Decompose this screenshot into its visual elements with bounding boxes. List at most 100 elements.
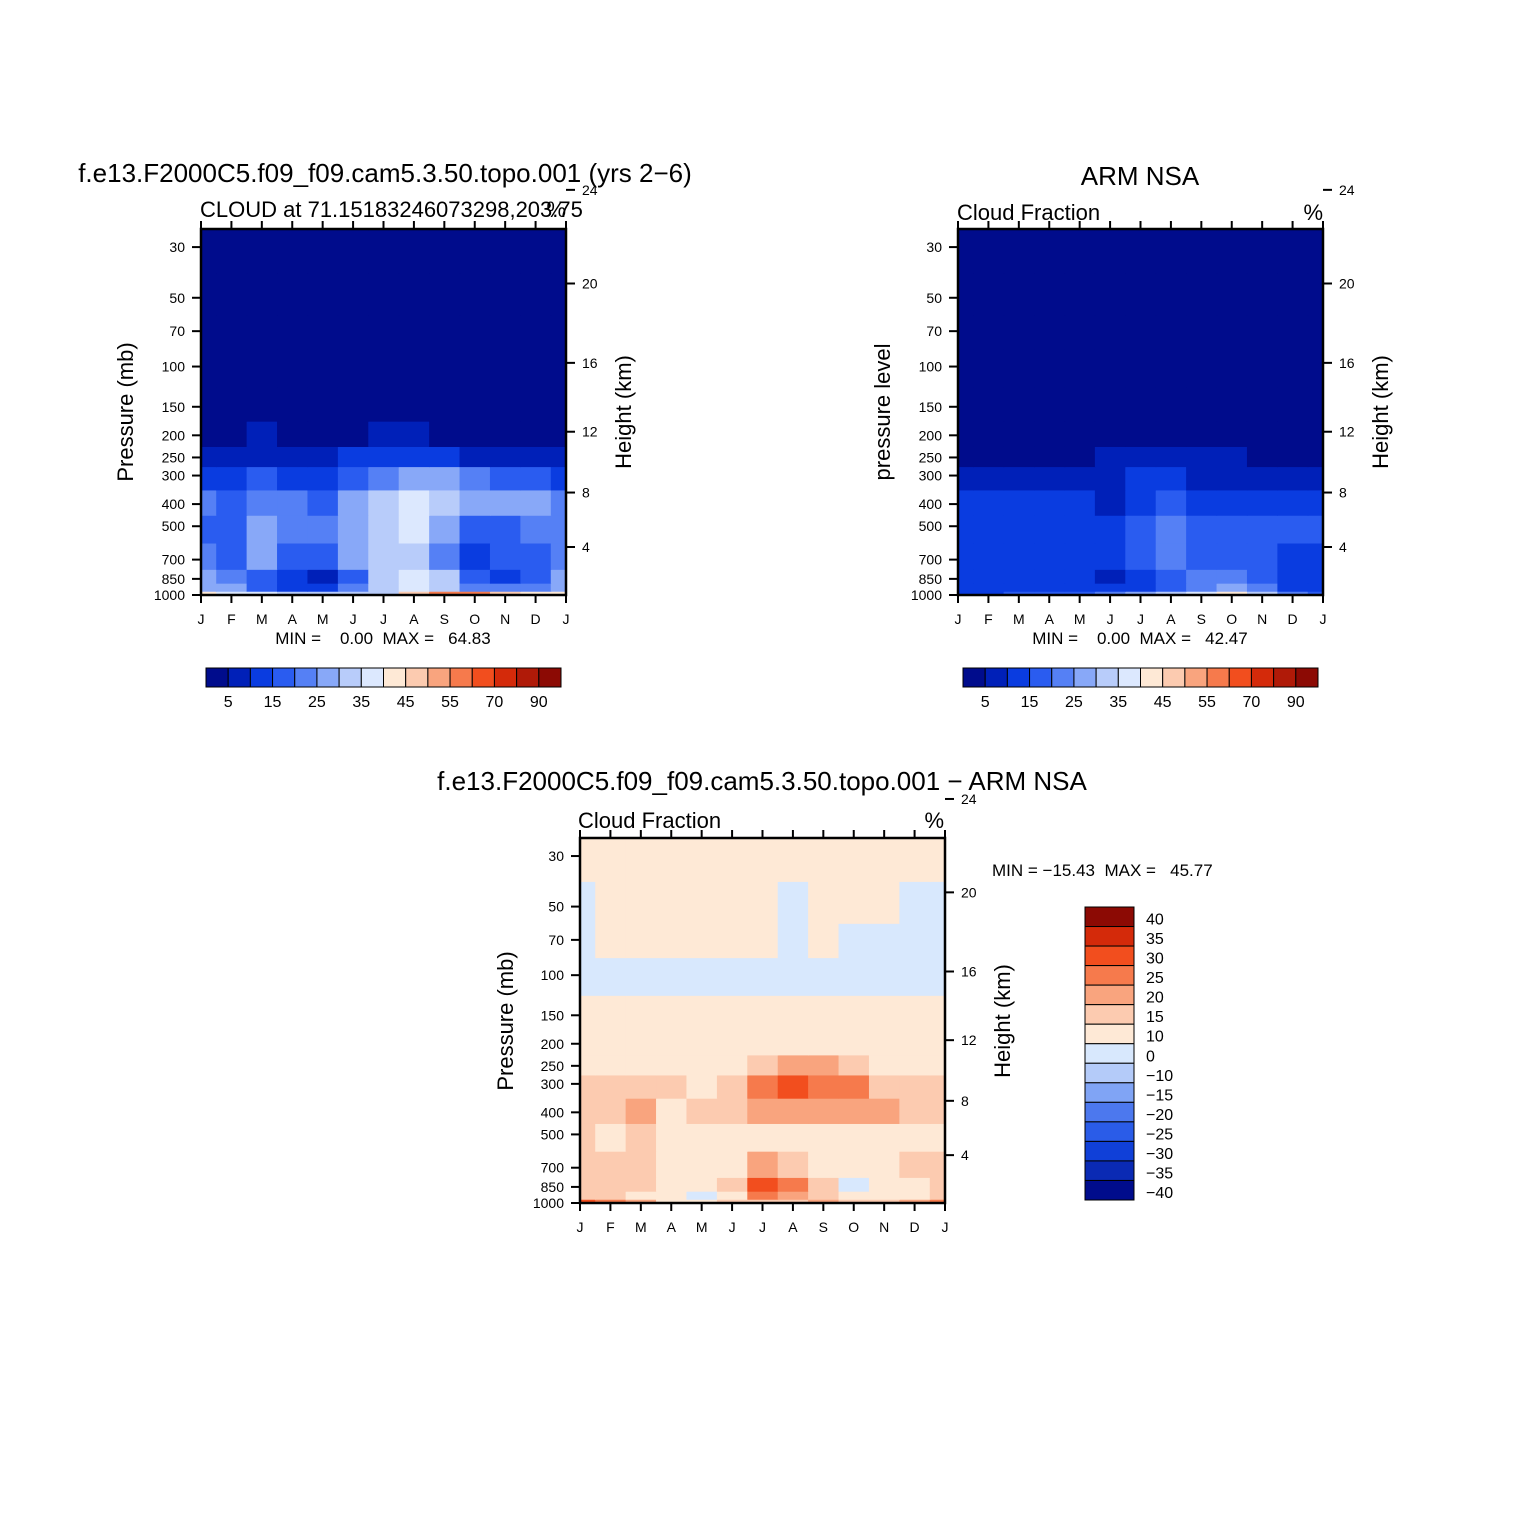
heatmap-cell bbox=[307, 515, 339, 544]
heatmap-cell bbox=[429, 542, 461, 570]
colorbar-label: 35 bbox=[1109, 694, 1127, 711]
heatmap-cell bbox=[307, 421, 339, 447]
heatmap-cell bbox=[1246, 515, 1278, 544]
colorbar-swatch bbox=[1095, 667, 1119, 688]
heatmap-cell bbox=[808, 957, 840, 996]
colorbar-swatch bbox=[493, 667, 518, 688]
heatmap-cell bbox=[1003, 446, 1035, 468]
panel-model-ylabel: Pressure (mb) bbox=[113, 342, 138, 481]
heatmap-cell bbox=[716, 1074, 748, 1099]
heatmap-cell bbox=[1064, 466, 1096, 491]
heatmap-cell bbox=[368, 314, 400, 350]
heatmap-cell bbox=[716, 957, 748, 996]
x-tick-label: M bbox=[635, 1219, 647, 1235]
heatmap-cell bbox=[1246, 314, 1278, 350]
heatmap-cell bbox=[838, 1123, 870, 1152]
heatmap-cell bbox=[1186, 583, 1218, 592]
heatmap-cell bbox=[337, 229, 369, 274]
x-tick-label: M bbox=[317, 611, 329, 627]
heatmap-cell bbox=[808, 1098, 840, 1124]
heatmap-cell bbox=[307, 489, 339, 516]
heatmap-cell bbox=[1155, 314, 1187, 350]
colorbar-label: −10 bbox=[1146, 1068, 1173, 1085]
heatmap-cell bbox=[595, 995, 627, 1031]
x-tick-label: M bbox=[696, 1219, 708, 1235]
heatmap-cell bbox=[777, 1151, 809, 1178]
heatmap-cell bbox=[747, 1123, 779, 1152]
heatmap-cell bbox=[1277, 489, 1309, 516]
heatmap-cell bbox=[1094, 515, 1126, 544]
heatmap-cell bbox=[899, 923, 931, 959]
heatmap-cell bbox=[1034, 489, 1066, 516]
heatmap-cell bbox=[838, 881, 870, 924]
colorbar-label: −35 bbox=[1146, 1165, 1173, 1182]
heatmap-cell bbox=[489, 591, 521, 595]
heatmap-cell bbox=[808, 923, 840, 959]
heatmap-cell bbox=[550, 229, 566, 274]
heatmap-cell bbox=[899, 881, 931, 924]
colorbar-swatch bbox=[1084, 1023, 1135, 1045]
heatmap-cell bbox=[777, 957, 809, 996]
heatmap-cell bbox=[337, 591, 369, 595]
x-tick-label: N bbox=[879, 1219, 889, 1235]
heatmap-cell bbox=[459, 542, 491, 570]
colorbar-label: 15 bbox=[1146, 1009, 1164, 1026]
heatmap-cell bbox=[368, 466, 400, 491]
y-tick-label: 200 bbox=[162, 427, 186, 443]
heatmap-cell bbox=[958, 489, 974, 516]
heatmap-cell bbox=[958, 466, 974, 491]
heatmap-cell bbox=[625, 1074, 657, 1099]
heatmap-cell bbox=[1277, 421, 1309, 447]
y-tick-label: 500 bbox=[541, 1126, 565, 1142]
colorbar-swatch bbox=[1250, 667, 1275, 688]
heatmap-cell bbox=[1094, 386, 1126, 422]
panel-obs-y2label: Height (km) bbox=[1368, 355, 1393, 469]
heatmap-cell bbox=[686, 1054, 718, 1076]
heatmap-cell bbox=[595, 838, 627, 882]
heatmap-cell bbox=[246, 386, 278, 422]
heatmap-cell bbox=[337, 515, 369, 544]
heatmap-cell bbox=[216, 386, 248, 422]
heatmap-cell bbox=[958, 591, 974, 595]
colorbar-label: −15 bbox=[1146, 1087, 1173, 1104]
panel-diff-y2label: Height (km) bbox=[990, 964, 1015, 1078]
heatmap-cell bbox=[1003, 229, 1035, 274]
heatmap-cell bbox=[1003, 272, 1035, 316]
heatmap-cell bbox=[929, 1199, 945, 1203]
heatmap-cell bbox=[520, 386, 552, 422]
heatmap-cell bbox=[929, 881, 945, 924]
heatmap-cell bbox=[929, 1029, 945, 1056]
heatmap-cell bbox=[216, 515, 248, 544]
y-tick-label: 850 bbox=[919, 571, 943, 587]
heatmap-cell bbox=[398, 348, 430, 388]
heatmap-cell bbox=[595, 1054, 627, 1076]
heatmap-cell bbox=[838, 995, 870, 1031]
x-tick-label: J bbox=[1107, 611, 1114, 627]
heatmap-cell bbox=[777, 1074, 809, 1099]
heatmap-cell bbox=[899, 838, 931, 882]
heatmap-cell bbox=[520, 583, 552, 592]
heatmap-cell bbox=[973, 348, 1005, 388]
heatmap-cell bbox=[1155, 386, 1187, 422]
heatmap-cell bbox=[838, 1054, 870, 1076]
heatmap-cell bbox=[716, 995, 748, 1031]
heatmap-cell bbox=[459, 583, 491, 592]
y2-tick-label: 4 bbox=[961, 1147, 969, 1163]
colorbar-swatch bbox=[249, 667, 274, 688]
heatmap-cell bbox=[1246, 466, 1278, 491]
heatmap-cell bbox=[459, 591, 491, 595]
heatmap-cell bbox=[1125, 515, 1157, 544]
heatmap-cell bbox=[868, 1199, 900, 1203]
heatmap-cell bbox=[1155, 542, 1187, 570]
heatmap-cell bbox=[580, 1177, 596, 1192]
heatmap-cell bbox=[277, 348, 309, 388]
heatmap-cell bbox=[1307, 489, 1323, 516]
colorbar-swatch bbox=[1084, 1179, 1135, 1201]
heatmap-cell bbox=[929, 957, 945, 996]
heatmap-cell bbox=[595, 1123, 627, 1152]
colorbar-swatch bbox=[1228, 667, 1252, 688]
heatmap-cell bbox=[747, 1054, 779, 1076]
colorbar-swatch bbox=[1084, 1101, 1135, 1123]
heatmap-cell bbox=[580, 838, 596, 882]
y2-tick-label: 12 bbox=[582, 424, 598, 440]
